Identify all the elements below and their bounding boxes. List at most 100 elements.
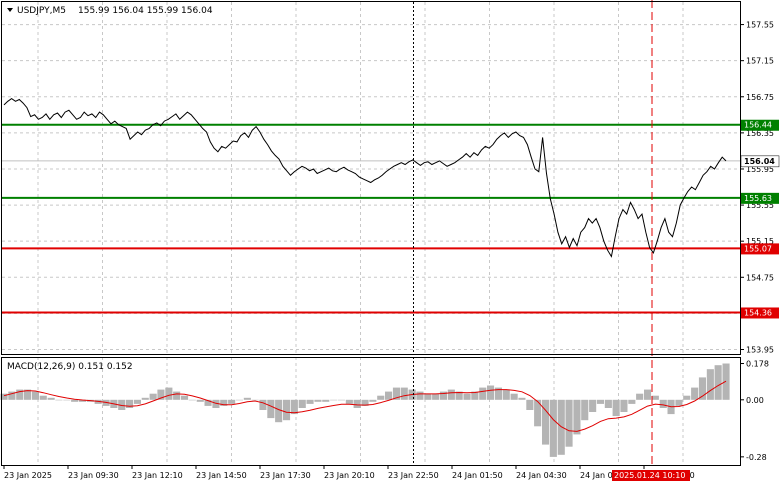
macd-bar bbox=[494, 387, 502, 400]
x-tick-label: 23 Jan 20:10 bbox=[324, 471, 375, 480]
macd-bar bbox=[549, 399, 557, 457]
macd-bar bbox=[526, 399, 534, 410]
macd-bar bbox=[314, 399, 322, 402]
x-tick-label: 23 Jan 09:30 bbox=[68, 471, 119, 480]
macd-bar bbox=[298, 399, 306, 408]
macd-bar bbox=[675, 399, 683, 406]
macd-bar bbox=[385, 391, 393, 400]
macd-bar bbox=[487, 385, 495, 400]
current-price-label: 156.04 bbox=[744, 157, 775, 166]
macd-bar bbox=[683, 395, 691, 400]
macd-bar bbox=[16, 389, 24, 400]
macd-bar bbox=[283, 399, 291, 421]
macd-bar bbox=[471, 391, 479, 400]
macd-signal-line bbox=[3, 380, 727, 432]
macd-bar bbox=[620, 399, 628, 412]
macd-bar bbox=[400, 387, 408, 400]
macd-bar bbox=[141, 397, 149, 400]
macd-bar bbox=[651, 395, 659, 400]
y-tick-label: 154.75 bbox=[746, 273, 774, 282]
macd-bar bbox=[24, 389, 32, 400]
y-tick-label: 155.55 bbox=[746, 201, 774, 210]
price-level-label: 155.07 bbox=[744, 244, 772, 253]
macd-bar bbox=[173, 391, 181, 400]
macd-bar bbox=[149, 393, 157, 400]
time-marker-label: 2025.01.24 10:10 bbox=[614, 471, 685, 480]
macd-bar bbox=[565, 399, 573, 447]
price-levels bbox=[2, 123, 740, 314]
chart-frame bbox=[1, 1, 741, 466]
main-pane-frame bbox=[1, 1, 741, 355]
macd-bar bbox=[542, 399, 550, 445]
macd-bar bbox=[353, 399, 361, 408]
y-tick-label: 153.95 bbox=[746, 345, 774, 354]
macd-bar bbox=[55, 399, 63, 401]
macd-bar bbox=[691, 387, 699, 400]
macd-bar bbox=[0, 393, 8, 400]
macd-bar bbox=[706, 369, 714, 400]
macd-histogram bbox=[0, 363, 730, 457]
macd-bar bbox=[204, 399, 212, 406]
macd-bar bbox=[377, 395, 385, 400]
macd-bar bbox=[612, 399, 620, 417]
macd-bar bbox=[361, 399, 369, 406]
macd-bar bbox=[432, 393, 440, 400]
macd-bar bbox=[510, 393, 518, 400]
price-series-line bbox=[3, 97, 727, 258]
price-level-tag bbox=[741, 119, 779, 131]
macd-bar bbox=[534, 399, 542, 427]
macd-bar bbox=[251, 399, 259, 401]
macd-bar bbox=[502, 389, 510, 400]
vertical-markers bbox=[413, 0, 653, 465]
indicator-pane-frame bbox=[1, 357, 741, 466]
price-level-tag bbox=[741, 243, 779, 255]
macd-bar bbox=[604, 399, 612, 408]
y-tick-label: 156.75 bbox=[746, 93, 774, 102]
symbol-label: USDJPY,M5 bbox=[17, 6, 66, 16]
y-tick-label: 155.95 bbox=[746, 165, 774, 174]
macd-bar bbox=[181, 395, 189, 400]
macd-bar bbox=[447, 389, 455, 400]
macd-bar bbox=[306, 399, 314, 404]
macd-bar bbox=[267, 399, 275, 419]
price-level-label: 156.44 bbox=[744, 121, 772, 130]
macd-bar bbox=[118, 399, 126, 410]
chart-header: USDJPY,M5 155.99 156.04 155.99 156.04 MA… bbox=[7, 6, 213, 372]
price-level-tag bbox=[741, 307, 779, 319]
ohlc-label: 155.99 156.04 155.99 156.04 bbox=[78, 6, 213, 16]
macd-bar bbox=[455, 391, 463, 400]
macd-bar bbox=[596, 399, 604, 404]
triangle-down-icon[interactable] bbox=[7, 8, 13, 12]
macd-bar bbox=[243, 397, 251, 400]
macd-bar bbox=[573, 399, 581, 435]
macd-bar bbox=[714, 365, 722, 400]
macd-bar bbox=[126, 399, 134, 408]
x-tick-label: 23 Jan 12:10 bbox=[132, 471, 183, 480]
macd-y-tick-label: 0.00 bbox=[746, 396, 764, 405]
axes: 157.55157.15156.75156.35155.95155.55155.… bbox=[3, 21, 780, 481]
macd-bar bbox=[392, 387, 400, 400]
macd-bar bbox=[290, 399, 298, 415]
y-tick-label: 157.15 bbox=[746, 57, 774, 66]
macd-y-tick-label: -0.28 bbox=[746, 453, 767, 462]
macd-bar bbox=[275, 399, 283, 423]
macd-y-tick-label: 0.178 bbox=[746, 360, 769, 369]
macd-bar bbox=[259, 399, 267, 410]
time-marker-tag bbox=[612, 470, 690, 481]
macd-bar bbox=[71, 399, 79, 402]
macd-bar bbox=[39, 395, 47, 400]
x-tick-label: 23 Jan 17:30 bbox=[260, 471, 311, 480]
macd-bar bbox=[165, 387, 173, 400]
macd-bar bbox=[235, 399, 243, 401]
macd-bar bbox=[228, 399, 236, 404]
macd-bar bbox=[78, 399, 86, 402]
macd-bar bbox=[322, 399, 330, 402]
x-tick-label: 24 Jan 04:30 bbox=[516, 471, 567, 480]
macd-bar bbox=[628, 399, 636, 404]
macd-bar bbox=[330, 399, 338, 401]
macd-bar bbox=[188, 399, 196, 401]
macd-bar bbox=[157, 389, 165, 400]
series-lines bbox=[3, 97, 727, 432]
x-tick-label: 23 Jan 22:50 bbox=[388, 471, 439, 480]
